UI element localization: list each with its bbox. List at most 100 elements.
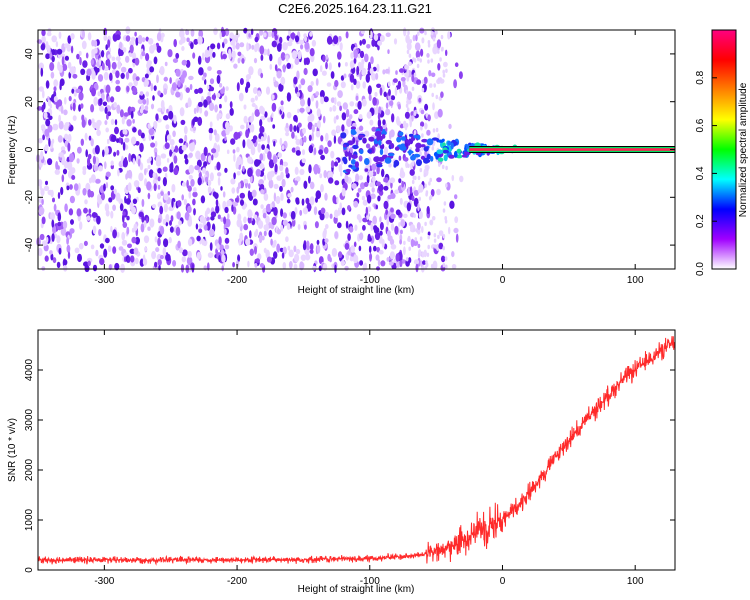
noise-speckle: [96, 67, 100, 73]
noise-speckle: [383, 185, 389, 191]
noise-speckle: [190, 178, 195, 187]
noise-speckle: [368, 245, 372, 253]
noise-speckle: [55, 41, 59, 48]
noise-speckle: [247, 183, 251, 190]
noise-speckle: [116, 231, 120, 238]
noise-speckle: [91, 87, 96, 97]
signal-blob: [368, 136, 375, 142]
noise-speckle: [413, 227, 416, 232]
noise-speckle: [58, 64, 63, 73]
signal-blob: [357, 134, 365, 138]
noise-speckle: [87, 157, 91, 167]
noise-speckle: [273, 239, 277, 246]
noise-speckle: [47, 27, 52, 34]
noise-speckle: [247, 260, 250, 268]
noise-speckle: [309, 113, 315, 122]
noise-speckle: [233, 153, 236, 162]
noise-speckle: [360, 182, 365, 190]
noise-speckle: [311, 39, 317, 47]
noise-speckle: [114, 126, 119, 135]
snr-y-tick-label: 3000: [24, 408, 35, 431]
noise-speckle: [421, 79, 425, 85]
noise-speckle: [214, 133, 220, 143]
noise-speckle: [304, 41, 310, 50]
signal-blob: [376, 163, 383, 168]
noise-speckle: [243, 178, 249, 184]
noise-speckle: [122, 158, 128, 168]
noise-speckle: [376, 63, 380, 73]
noise-speckle: [328, 177, 334, 184]
noise-speckle: [86, 68, 92, 77]
noise-speckle: [358, 245, 362, 252]
noise-speckle: [307, 85, 313, 93]
noise-speckle: [344, 174, 349, 183]
noise-speckle: [254, 109, 260, 117]
noise-speckle: [415, 50, 421, 59]
signal-blob: [393, 159, 400, 167]
noise-speckle: [187, 97, 192, 106]
noise-speckle: [152, 43, 157, 51]
noise-speckle: [132, 198, 138, 205]
noise-speckle: [340, 259, 346, 267]
noise-speckle: [384, 177, 389, 183]
noise-speckle: [125, 35, 131, 42]
noise-speckle: [354, 224, 358, 231]
noise-speckle: [350, 245, 356, 253]
signal-blob: [374, 130, 382, 138]
noise-speckle: [239, 78, 244, 85]
noise-speckle: [198, 223, 203, 229]
noise-speckle: [386, 217, 390, 226]
noise-speckle: [70, 45, 74, 54]
noise-speckle: [378, 106, 382, 115]
noise-speckle: [413, 213, 416, 218]
noise-speckle: [368, 93, 372, 102]
noise-speckle: [148, 128, 155, 136]
noise-speckle: [145, 53, 150, 62]
noise-speckle: [410, 238, 415, 248]
noise-speckle: [104, 203, 110, 212]
noise-speckle: [299, 107, 305, 113]
noise-speckle: [427, 43, 431, 48]
noise-speckle: [361, 38, 366, 45]
noise-speckle: [144, 105, 149, 111]
noise-speckle: [413, 58, 417, 63]
noise-speckle: [407, 163, 410, 168]
noise-speckle: [119, 109, 124, 118]
noise-speckle: [56, 261, 61, 269]
noise-speckle: [282, 161, 288, 167]
noise-speckle: [348, 114, 353, 120]
noise-speckle: [281, 252, 285, 259]
noise-speckle: [451, 264, 457, 269]
noise-speckle: [358, 114, 363, 120]
noise-speckle: [175, 52, 180, 59]
noise-speckle: [399, 229, 403, 235]
noise-speckle: [395, 70, 398, 75]
noise-speckle: [421, 146, 424, 152]
noise-speckle: [441, 46, 444, 52]
noise-speckle: [329, 107, 333, 112]
noise-speckle: [115, 85, 121, 93]
noise-speckle: [268, 159, 275, 169]
noise-speckle: [96, 119, 102, 126]
noise-speckle: [444, 216, 448, 221]
noise-speckle: [332, 195, 337, 204]
noise-speckle: [341, 124, 345, 132]
signal-blob: [426, 153, 431, 160]
noise-speckle: [426, 53, 430, 58]
noise-speckle: [251, 102, 256, 108]
noise-speckle: [258, 235, 263, 243]
snr-y-tick-label: 0: [24, 567, 35, 573]
noise-speckle: [186, 179, 189, 189]
noise-speckle: [362, 199, 368, 206]
noise-speckle: [430, 219, 433, 225]
noise-speckle: [272, 124, 276, 129]
noise-speckle: [273, 192, 277, 202]
noise-speckle: [273, 183, 279, 190]
noise-speckle: [118, 49, 124, 56]
noise-speckle: [154, 236, 158, 243]
noise-speckle: [224, 237, 230, 244]
snr-x-tick-label: -200: [227, 576, 247, 587]
noise-speckle: [87, 189, 92, 198]
noise-speckle: [270, 203, 273, 210]
noise-speckle: [322, 55, 326, 63]
